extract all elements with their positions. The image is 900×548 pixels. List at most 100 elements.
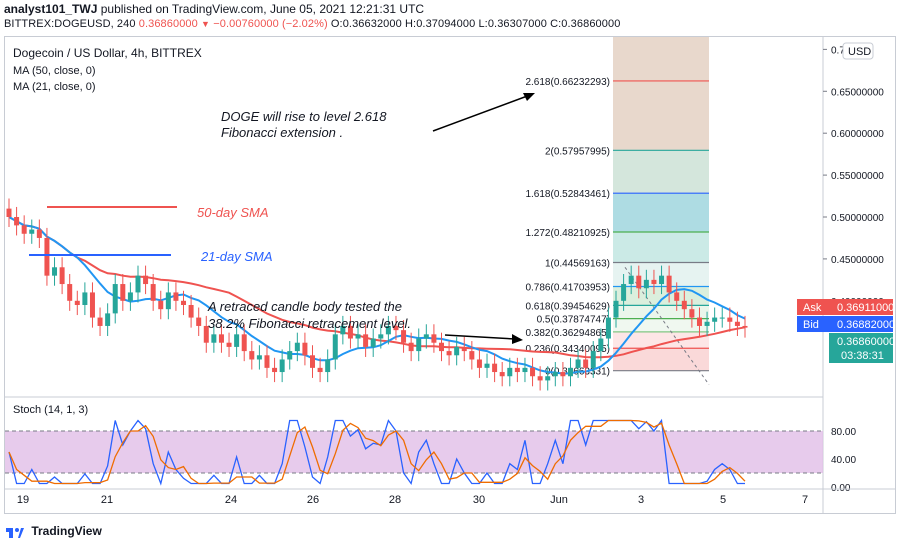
ma21-line	[8, 216, 746, 375]
candle-body	[97, 317, 103, 326]
currency-label: USD	[848, 46, 871, 58]
stoch-tick-label: 40.00	[831, 455, 856, 466]
bid-label: Bid	[803, 319, 819, 331]
candle-body	[218, 334, 224, 343]
candle-body	[659, 275, 665, 285]
countdown-label: 03:38:31	[841, 350, 884, 362]
annotation-sma50: 50-day SMA	[197, 205, 269, 220]
candle-body	[211, 334, 217, 343]
candle-body	[605, 317, 611, 339]
candle-body	[530, 367, 536, 377]
tradingview-logo-icon	[6, 527, 24, 538]
tradingview-footer[interactable]: TradingView	[6, 524, 102, 538]
candle-body	[44, 237, 50, 276]
last-price-value: 0.36860000	[138, 18, 198, 30]
candle-body	[325, 359, 331, 373]
candle-body	[476, 359, 482, 368]
candle-body	[120, 284, 126, 301]
fib-band	[613, 286, 709, 306]
last-price-badge-value: 0.36860000	[837, 336, 895, 348]
candle-body	[135, 275, 141, 293]
chart-canvas[interactable]: 2.618(0.66232293) 2(0.57957995) 1.618(0.52…	[5, 37, 895, 513]
fib-level-label: 2.618(0.66232293)	[525, 77, 610, 88]
candle-body	[492, 363, 498, 373]
fib-level-label: 1(0.44569163)	[545, 259, 610, 270]
price-tick-label: 0.50000000	[831, 213, 884, 224]
candle-body	[454, 346, 460, 356]
fib-level-label: 0.618(0.39454629)	[525, 301, 610, 312]
candle-body	[127, 292, 133, 301]
fib-band	[613, 231, 709, 263]
ma50-line	[8, 216, 746, 359]
candle-body	[310, 355, 316, 368]
fib-band	[613, 331, 709, 349]
candle-body	[105, 313, 111, 326]
fib-level-label: 0.786(0.41703953)	[525, 283, 610, 294]
time-axis[interactable]: 19 21 24 26 28 30 Jun 3 5 7	[17, 494, 808, 506]
price-axis[interactable]: 0.7 0.65000000 0.60000000 0.55000000 0.50000…	[823, 45, 884, 308]
annotation-arrow-rise	[432, 94, 531, 132]
candle-body	[431, 334, 437, 343]
candle-body	[423, 334, 429, 339]
candle-body	[408, 342, 414, 352]
time-tick-label: 28	[389, 494, 401, 506]
candle-body	[666, 275, 672, 293]
candle-body	[241, 334, 247, 352]
price-tick-label: 0.60000000	[831, 129, 884, 140]
fib-band	[613, 318, 709, 332]
fib-band	[613, 37, 709, 81]
fib-band	[613, 150, 709, 194]
candle-body	[234, 334, 240, 347]
candle-body	[727, 317, 733, 322]
candle-body	[378, 334, 384, 339]
currency-badge[interactable]	[842, 42, 874, 60]
last-price-badge	[829, 333, 893, 363]
candle-body	[59, 267, 65, 285]
candle-body	[112, 284, 118, 314]
candle-body	[249, 351, 255, 360]
publisher-name[interactable]: analyst101_TWJ	[4, 2, 98, 16]
candle-body	[393, 325, 399, 331]
candle-body	[89, 292, 95, 318]
candle-body	[689, 309, 695, 318]
candle-body	[537, 376, 543, 381]
ticker-label: BITTREX:DOGEUSD, 240	[4, 18, 136, 30]
candle-body	[52, 267, 58, 276]
candle-body	[82, 292, 88, 305]
candles-group	[6, 198, 748, 391]
candle-body	[552, 372, 558, 377]
time-tick-label: 7	[802, 494, 808, 506]
moving-averages	[8, 216, 746, 375]
annotation-doge-rise-1: DOGE will rise to level 2.618	[221, 109, 387, 124]
stoch-label: Stoch (14, 1, 3)	[13, 404, 88, 416]
candle-body	[196, 317, 202, 326]
candle-body	[21, 225, 27, 234]
time-tick-label: 19	[17, 494, 29, 506]
candle-body	[158, 300, 164, 310]
candle-body	[416, 338, 422, 352]
price-tick-label: 0.65000000	[831, 87, 884, 98]
candle-body	[317, 367, 323, 373]
candle-body	[181, 300, 187, 305]
annotation-arrow-retrace	[444, 334, 516, 340]
candle-body	[363, 334, 369, 347]
candle-body	[704, 321, 710, 326]
candle-body	[67, 284, 73, 301]
candle-body	[461, 346, 467, 352]
tradingview-wordmark: TradingView	[31, 524, 102, 538]
stoch-tick-label: 80.00	[831, 427, 856, 438]
candle-body	[583, 359, 589, 368]
candle-body	[29, 229, 35, 234]
candle-body	[355, 334, 361, 339]
candle-body	[499, 372, 505, 377]
candle-body	[567, 367, 573, 377]
candle-body	[347, 325, 353, 339]
ask-label: Ask	[803, 302, 822, 314]
ma50-legend: MA (50, close, 0)	[13, 65, 96, 77]
fib-level-label: 1.272(0.48210925)	[525, 228, 610, 239]
ohlc-values: O:0.36632000 H:0.37094000 L:0.36307000 C…	[330, 18, 621, 30]
candle-body	[734, 321, 740, 326]
candle-body	[203, 325, 209, 343]
candle-body	[742, 325, 748, 328]
